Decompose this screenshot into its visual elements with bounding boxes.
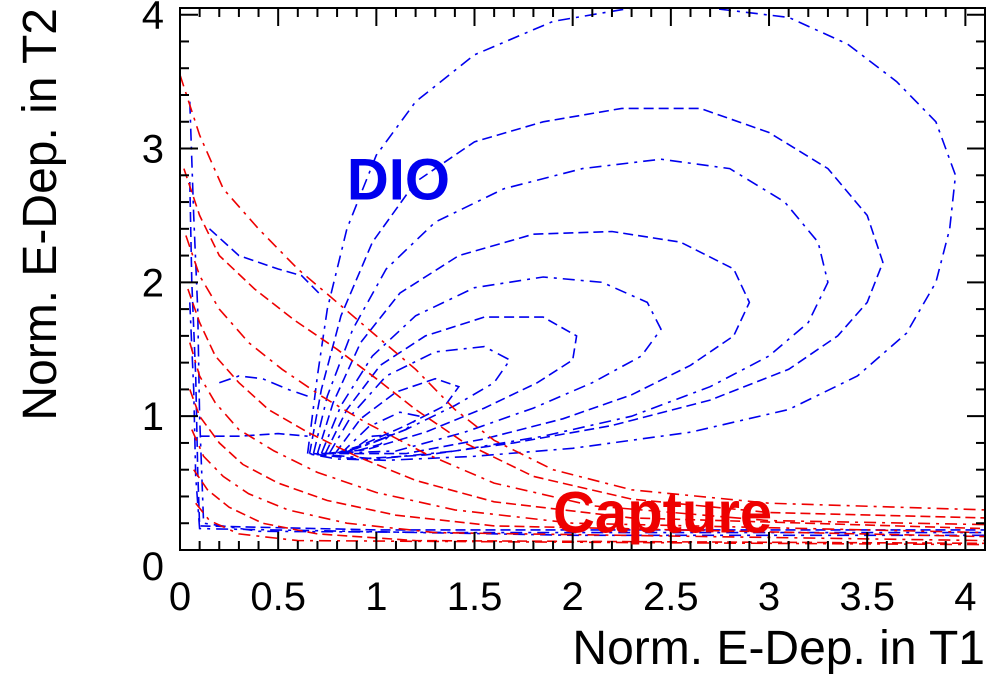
dio-contour-7 (334, 377, 461, 455)
capture-contour-2 (185, 235, 986, 526)
y-axis-title: Norm. E-Dep. in T2 (14, 8, 67, 421)
x-tick-label: 0.5 (250, 575, 306, 619)
capture-contour-8 (195, 502, 986, 546)
capture-contour-4 (189, 342, 986, 534)
dio-contour-0 (306, 7, 957, 462)
dio-contour-4 (320, 276, 662, 455)
dio-contour-9 (346, 433, 393, 455)
x-tick-label: 0 (169, 575, 191, 619)
x-axis-title: Norm. E-Dep. in T1 (572, 622, 985, 675)
x-tick-labels: 0 0.5 1 1.5 2 2.5 3 3.5 4 (169, 575, 977, 619)
dio-contour-1 (308, 107, 884, 460)
dio-contour-8 (340, 411, 422, 455)
y-tick-label: 1 (142, 395, 164, 439)
dio-contour-5 (324, 316, 578, 455)
capture-contour-5 (189, 389, 986, 538)
axis-ticks (179, 8, 985, 551)
x-tick-label: 3 (758, 575, 780, 619)
dio-label: DIO (347, 147, 450, 212)
dio-contour-15 (199, 432, 308, 437)
dio-contour-2 (312, 158, 829, 460)
x-tick-label: 1 (365, 575, 387, 619)
x-tick-label: 2.5 (643, 575, 699, 619)
dio-contour-11 (189, 181, 985, 531)
dio-contour-3 (316, 230, 751, 455)
y-tick-labels: 0 1 2 3 4 (142, 0, 164, 589)
y-tick-label: 3 (142, 128, 164, 172)
capture-contour-6 (191, 429, 986, 542)
x-tick-label: 2 (562, 575, 584, 619)
x-tick-label: 1.5 (447, 575, 503, 619)
dio-contour-10 (189, 101, 985, 534)
y-tick-label: 2 (142, 261, 164, 305)
plot-frame (179, 7, 986, 551)
capture-contour-3 (187, 288, 986, 530)
y-tick-label: 4 (142, 0, 164, 38)
y-tick-label: 0 (142, 545, 164, 589)
dio-contour-13 (208, 228, 322, 297)
annotations: DIO Capture (347, 147, 772, 545)
contour-lines (179, 7, 986, 546)
x-tick-label: 4 (954, 575, 976, 619)
capture-contour-1 (183, 168, 986, 519)
x-tick-label: 3.5 (839, 575, 895, 619)
capture-contour-7 (193, 469, 986, 545)
capture-contour-0 (179, 74, 986, 511)
capture-label: Capture (553, 481, 772, 546)
